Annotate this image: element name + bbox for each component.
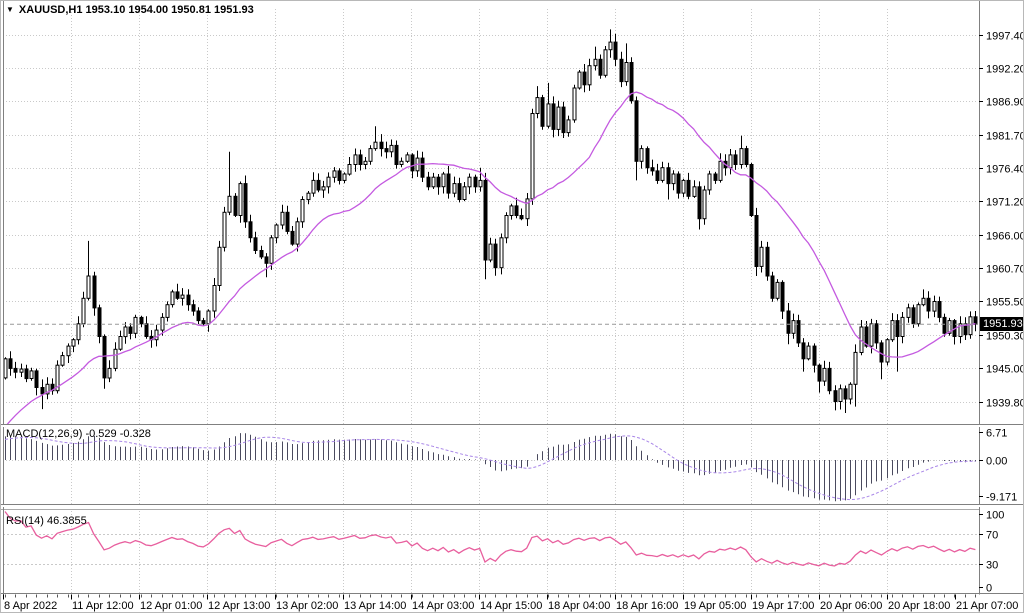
svg-text:30: 30 (986, 560, 998, 572)
svg-text:21 Apr 07:00: 21 Apr 07:00 (956, 600, 1018, 612)
price-axis[interactable]: 1997.40 1992.20 1986.90 1981.70 1976.40 1971.… (979, 31, 1024, 595)
chart-title: ▼ XAUUSD,H1 1953.10 1954.00 1950.81 1951… (6, 4, 254, 16)
svg-text:0: 0 (986, 583, 992, 595)
svg-text:1971.20: 1971.20 (986, 197, 1024, 209)
panel-splitter-macd[interactable] (1, 425, 1024, 427)
svg-text:70: 70 (986, 530, 998, 542)
svg-text:1997.40: 1997.40 (986, 31, 1024, 43)
svg-text:12 Apr 01:00: 12 Apr 01:00 (140, 600, 202, 612)
svg-text:20 Apr 06:00: 20 Apr 06:00 (820, 600, 882, 612)
svg-text:1955.50: 1955.50 (986, 297, 1024, 309)
svg-text:12 Apr 13:00: 12 Apr 13:00 (208, 600, 270, 612)
macd-signal-line (4, 435, 976, 501)
svg-text:1945.00: 1945.00 (986, 364, 1024, 376)
svg-text:1986.90: 1986.90 (986, 97, 1024, 109)
svg-text:1939.80: 1939.80 (986, 398, 1024, 410)
svg-text:1976.40: 1976.40 (986, 164, 1024, 176)
grid-lines (3, 9, 978, 593)
svg-text:0.00: 0.00 (986, 456, 1007, 468)
svg-text:18 Apr 04:00: 18 Apr 04:00 (548, 600, 610, 612)
svg-text:20 Apr 18:00: 20 Apr 18:00 (888, 600, 950, 612)
rsi-label: RSI(14) 46.3855 (6, 515, 87, 527)
rsi-line (4, 511, 976, 567)
svg-text:14 Apr 15:00: 14 Apr 15:00 (480, 600, 542, 612)
svg-text:19 Apr 17:00: 19 Apr 17:00 (752, 600, 814, 612)
panel-splitter-rsi[interactable] (1, 505, 1024, 507)
svg-text:1950.30: 1950.30 (986, 331, 1024, 343)
svg-text:8 Apr 2022: 8 Apr 2022 (4, 600, 57, 612)
moving-average-line (4, 91, 976, 428)
svg-text:1966.00: 1966.00 (986, 231, 1024, 243)
svg-text:11 Apr 12:00: 11 Apr 12:00 (72, 600, 134, 612)
time-axis[interactable]: 8 Apr 2022 11 Apr 12:00 12 Apr 01:00 12 Apr… (3, 594, 1019, 613)
svg-text:19 Apr 05:00: 19 Apr 05:00 (684, 600, 746, 612)
macd-label: MACD(12,26,9) -0.529 -0.328 (6, 428, 151, 440)
svg-text:1981.70: 1981.70 (986, 131, 1024, 143)
svg-text:1960.70: 1960.70 (986, 264, 1024, 276)
current-price-tag: 1951.93 (980, 317, 1023, 331)
macd-histogram (5, 433, 976, 502)
symbol-dropdown-icon[interactable]: ▼ (6, 5, 14, 14)
svg-text:18 Apr 16:00: 18 Apr 16:00 (616, 600, 678, 612)
candlesticks (3, 29, 978, 413)
svg-text:1992.20: 1992.20 (986, 64, 1024, 76)
svg-text:13 Apr 02:00: 13 Apr 02:00 (276, 600, 338, 612)
symbol-ohlc-label: XAUUSD,H1 1953.10 1954.00 1950.81 1951.9… (18, 4, 254, 16)
svg-text:6.71: 6.71 (986, 428, 1007, 440)
svg-text:-9.171: -9.171 (986, 492, 1017, 504)
svg-text:14 Apr 03:00: 14 Apr 03:00 (412, 600, 474, 612)
svg-text:13 Apr 14:00: 13 Apr 14:00 (344, 600, 406, 612)
svg-text:100: 100 (986, 510, 1004, 522)
